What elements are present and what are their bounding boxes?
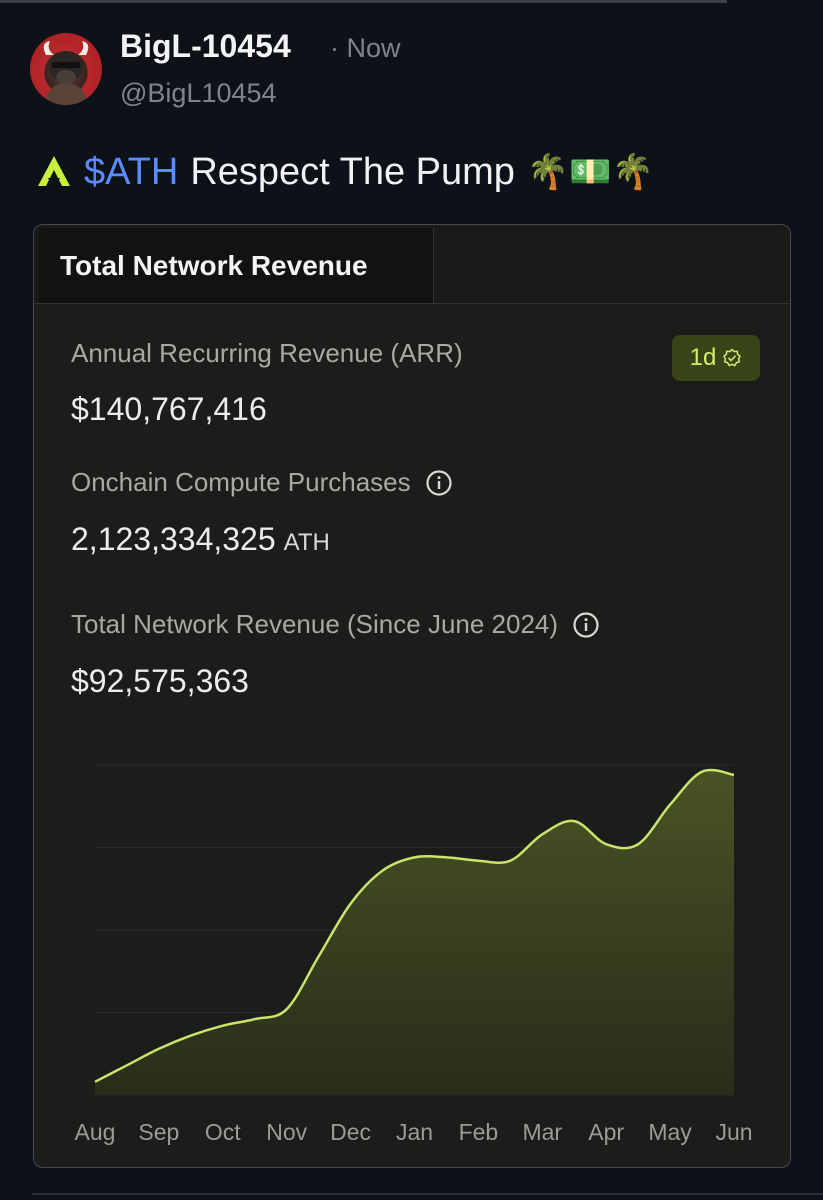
compute-value-row: 2,123,334,325 ATH — [71, 521, 330, 558]
palm-money-emoji: 🌴💵🌴 — [526, 153, 654, 191]
arr-label: Annual Recurring Revenue (ARR) — [71, 338, 463, 368]
x-tick-label: Apr — [588, 1119, 624, 1145]
chart-series-line — [94, 768, 735, 1083]
x-tick-label: Mar — [522, 1119, 562, 1145]
ath-logo-icon — [38, 156, 70, 186]
post-text: $ATH Respect The Pump 🌴💵🌴 — [34, 147, 654, 197]
x-tick-label: Nov — [266, 1119, 307, 1145]
info-icon[interactable] — [572, 611, 600, 639]
total-label: Total Network Revenue (Since June 2024) — [71, 609, 559, 639]
x-tick-label: Jan — [396, 1119, 433, 1145]
x-tick-label: Jun — [715, 1119, 752, 1145]
total-label-row: Total Network Revenue (Since June 2024) — [71, 609, 600, 640]
tab-total-network-revenue[interactable]: Total Network Revenue — [39, 228, 434, 303]
compute-label-row: Onchain Compute Purchases — [71, 467, 453, 498]
x-tick-label: Feb — [459, 1119, 499, 1145]
period-label: 1d — [689, 344, 717, 371]
compute-label: Onchain Compute Purchases — [71, 467, 411, 497]
chart-area-fill — [95, 769, 734, 1095]
bottom-divider — [32, 1193, 823, 1195]
total-value: $92,575,363 — [71, 663, 249, 699]
x-tick-label: May — [648, 1119, 692, 1145]
tab-label: Total Network Revenue — [60, 249, 368, 281]
x-tick-label: Dec — [330, 1119, 371, 1145]
x-tick-label: Aug — [75, 1119, 116, 1145]
post-body: Respect The Pump — [190, 150, 515, 193]
user-handle[interactable]: @BigL10454 — [120, 78, 277, 108]
avatar[interactable] — [30, 33, 102, 105]
revenue-chart: Aug Sep Oct Nov Dec Jan Feb Mar Apr May Jun — [75, 764, 753, 1145]
info-icon[interactable] — [425, 469, 453, 497]
x-tick-label: Oct — [205, 1119, 241, 1145]
compute-unit: ATH — [283, 529, 330, 556]
user-name[interactable]: BigL-10454 — [120, 28, 291, 64]
x-tick-label: Sep — [138, 1119, 179, 1145]
post-timestamp: · Now — [330, 33, 401, 63]
arr-value: $140,767,416 — [71, 391, 267, 427]
revenue-card: Total Network Revenue 1d Annual Recurrin… — [33, 224, 791, 1168]
ticker-link[interactable]: $ATH — [84, 150, 179, 193]
period-badge[interactable]: 1d — [672, 335, 760, 381]
compute-value: 2,123,334,325 — [71, 521, 276, 557]
bull-avatar-icon — [43, 41, 89, 105]
top-divider — [0, 0, 727, 3]
verified-badge-icon — [723, 348, 742, 367]
card-tab-bar: Total Network Revenue — [34, 225, 790, 304]
